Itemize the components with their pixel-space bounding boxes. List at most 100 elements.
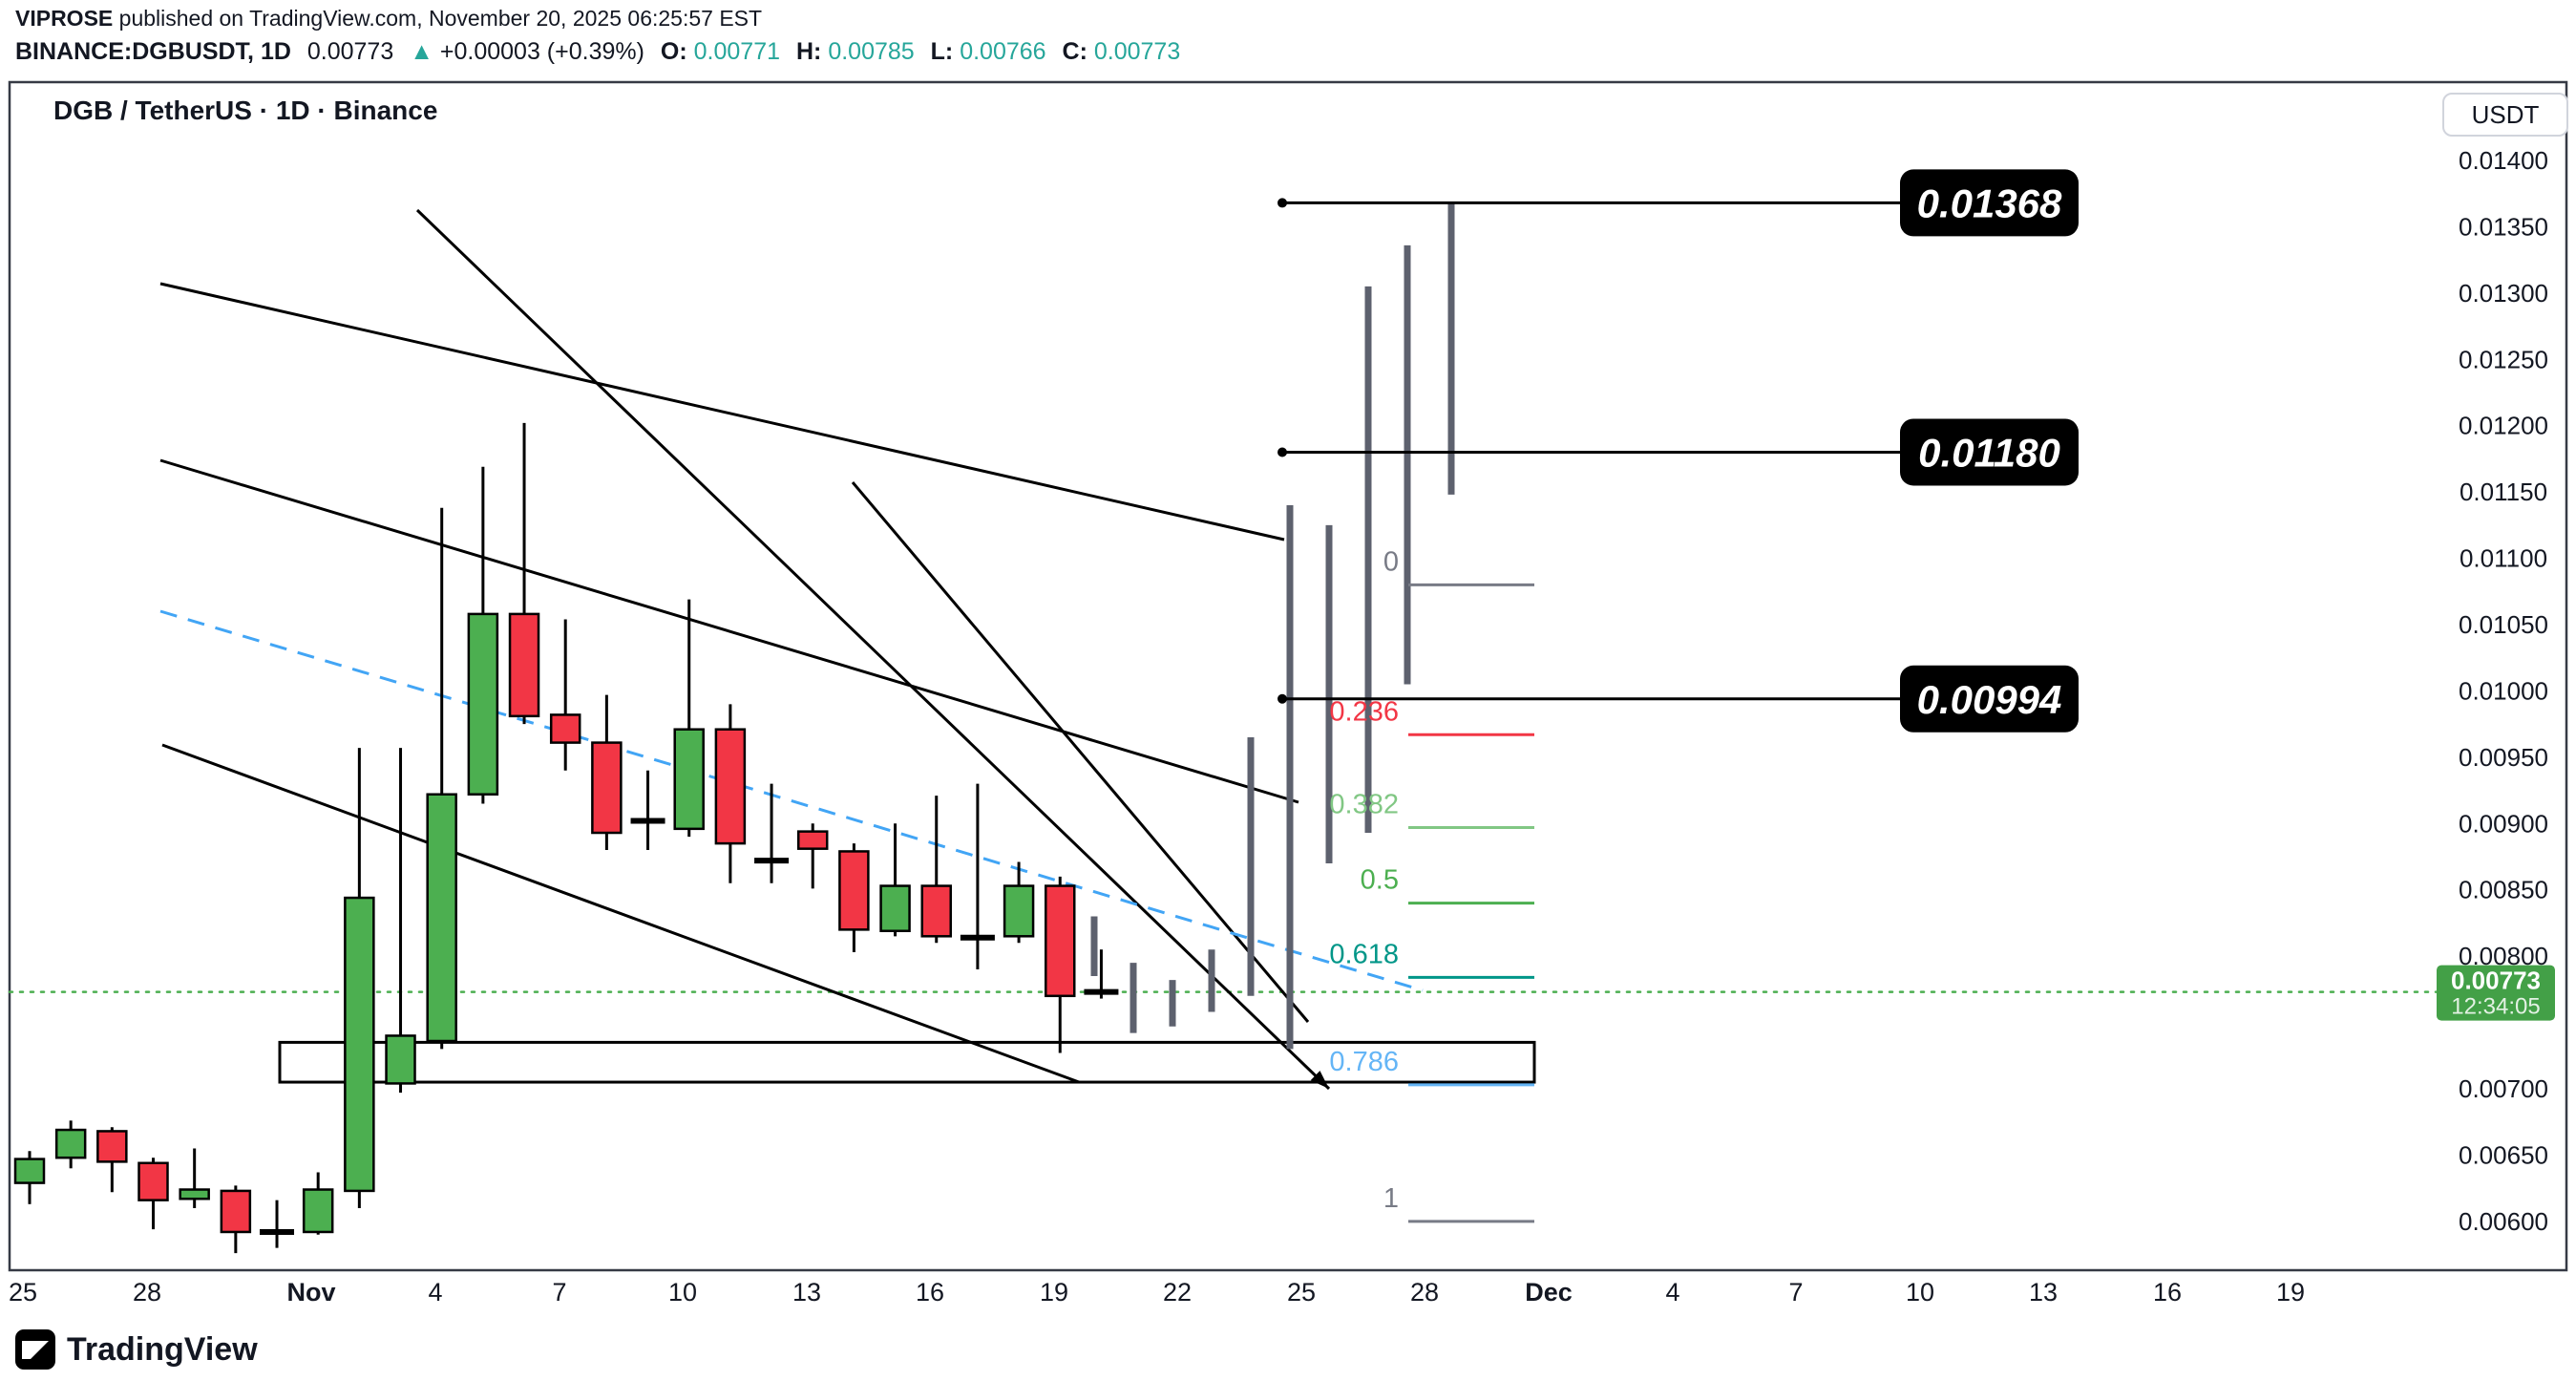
price-axis[interactable]: 0.01400 0.01350 0.01300 0.01250 0.01200 0.011…: [2459, 146, 2548, 1236]
time-axis[interactable]: 25 28 Nov 4 7 10 13 16 19 22 25 28 Dec 4 7 10 13 16 19: [9, 1278, 2305, 1307]
time-axis-tick: 13: [792, 1278, 821, 1307]
price-axis-tick: 0.00950: [2459, 743, 2548, 772]
trendline-arrowhead: [1310, 1071, 1329, 1089]
fib-level-label: 0.5: [1361, 865, 1399, 896]
bar-countdown: 12:34:05: [2451, 994, 2540, 1020]
price-axis-tick: 0.00650: [2459, 1140, 2548, 1169]
candle: [630, 770, 665, 851]
symbol-name: BINANCE:DGBUSDT, 1D: [15, 38, 291, 65]
target-ray-anchor-dot: [1277, 198, 1287, 208]
time-axis-tick: 10: [1906, 1278, 1934, 1307]
time-axis-tick: 25: [1287, 1278, 1316, 1307]
current-price-badge: [2437, 965, 2555, 1021]
candle: [1045, 876, 1076, 1053]
high-value: 0.00785: [828, 38, 915, 65]
price-target-text: 0.01368: [1917, 181, 2062, 225]
fib-level-label: 0.786: [1329, 1047, 1399, 1077]
tradingview-logo-icon: [15, 1329, 55, 1370]
time-axis-tick: 19: [1040, 1278, 1068, 1307]
fib-level-label: 0.382: [1329, 789, 1399, 819]
plot-border: [8, 80, 2568, 1272]
price-axis-tick: 0.01300: [2459, 279, 2548, 308]
candle: [344, 748, 375, 1208]
price-axis-tick: 0.01250: [2459, 345, 2548, 373]
current-price-value: 0.00773: [2451, 967, 2541, 995]
currency-unit-button[interactable]: USDT: [2442, 93, 2568, 137]
dashed-midline[interactable]: [159, 609, 1424, 992]
target-ray-anchor-dot: [1277, 447, 1287, 457]
candle: [838, 843, 870, 952]
time-axis-tick: 25: [9, 1278, 37, 1307]
candle: [96, 1127, 128, 1193]
time-axis-tick: 19: [2276, 1278, 2305, 1307]
price-axis-tick: 0.00900: [2459, 809, 2548, 838]
low-value: 0.00766: [960, 38, 1046, 65]
trendline[interactable]: [159, 282, 1285, 542]
candle: [220, 1185, 252, 1254]
trendline[interactable]: [161, 743, 1080, 1084]
candles-layer: [13, 422, 1119, 1254]
price-change: +0.00003 (+0.39%): [439, 38, 644, 65]
price-axis-tick: 0.00700: [2459, 1074, 2548, 1103]
close-label: C:: [1062, 38, 1087, 65]
candle: [879, 823, 911, 937]
fib-level-label: 0.236: [1329, 696, 1399, 727]
time-axis-tick: 4: [1665, 1278, 1679, 1307]
chart-legend-title[interactable]: DGB / TetherUS · 1D · Binance: [53, 96, 438, 125]
price-target-label: [1900, 418, 2079, 486]
price-axis-tick: 0.01200: [2459, 412, 2548, 440]
candle: [549, 619, 581, 771]
time-axis-tick: 16: [916, 1278, 944, 1307]
trendline[interactable]: [415, 208, 1331, 1091]
fib-level-label: 1: [1383, 1183, 1399, 1214]
publish-info: published on TradingView.com, November 2…: [118, 6, 763, 31]
price-axis-tick: 0.01100: [2460, 544, 2547, 573]
candle: [591, 694, 623, 851]
time-axis-tick: 22: [1163, 1278, 1192, 1307]
time-axis-tick: 16: [2153, 1278, 2182, 1307]
price-axis-tick: 0.01050: [2459, 610, 2548, 639]
fib-level-label: 0.618: [1329, 939, 1399, 969]
time-axis-tick: 7: [552, 1278, 566, 1307]
tradingview-footer[interactable]: TradingView: [15, 1329, 258, 1370]
price-axis-tick: 0.01000: [2459, 676, 2548, 705]
price-target-text: 0.01180: [1918, 430, 2060, 475]
open-value: 0.00771: [693, 38, 781, 65]
price-axis-tick: 0.00600: [2459, 1207, 2548, 1236]
price-axis-tick: 0.01400: [2459, 146, 2548, 175]
time-axis-tick: Nov: [286, 1278, 335, 1307]
last-price: 0.00773: [306, 38, 394, 65]
time-axis-tick: Dec: [1525, 1278, 1573, 1307]
candle: [467, 466, 499, 804]
candle: [137, 1158, 169, 1230]
tradingview-brand-text: TradingView: [67, 1330, 258, 1368]
trendline[interactable]: [851, 481, 1310, 1023]
candle: [920, 796, 952, 944]
candle: [754, 783, 790, 883]
high-label: H:: [795, 38, 822, 65]
candle: [960, 783, 995, 970]
price-target-text: 0.00994: [1917, 677, 2062, 722]
fib-level-label: 0: [1383, 546, 1399, 577]
time-axis-tick: 28: [1410, 1278, 1439, 1307]
close-value: 0.00773: [1093, 38, 1181, 65]
candle: [714, 704, 747, 883]
time-axis-tick: 10: [668, 1278, 697, 1307]
candle: [385, 748, 416, 1094]
time-axis-tick: 4: [428, 1278, 442, 1307]
symbol-header: BINANCE:DGBUSDT, 1D 0.00773 ▲ +0.00003 (…: [15, 38, 1180, 66]
candle: [508, 422, 540, 725]
candle: [673, 599, 705, 838]
trendline[interactable]: [159, 458, 1299, 804]
price-axis-tick: 0.00850: [2459, 876, 2548, 904]
author-name: VIPROSE: [15, 6, 114, 31]
candle: [54, 1120, 87, 1169]
time-axis-tick: 28: [133, 1278, 161, 1307]
candle: [1003, 861, 1035, 944]
low-label: L:: [930, 38, 954, 65]
candle: [426, 507, 457, 1050]
price-target-label: [1900, 665, 2079, 733]
candle: [13, 1151, 46, 1204]
price-axis-tick: 0.01150: [2460, 478, 2547, 506]
